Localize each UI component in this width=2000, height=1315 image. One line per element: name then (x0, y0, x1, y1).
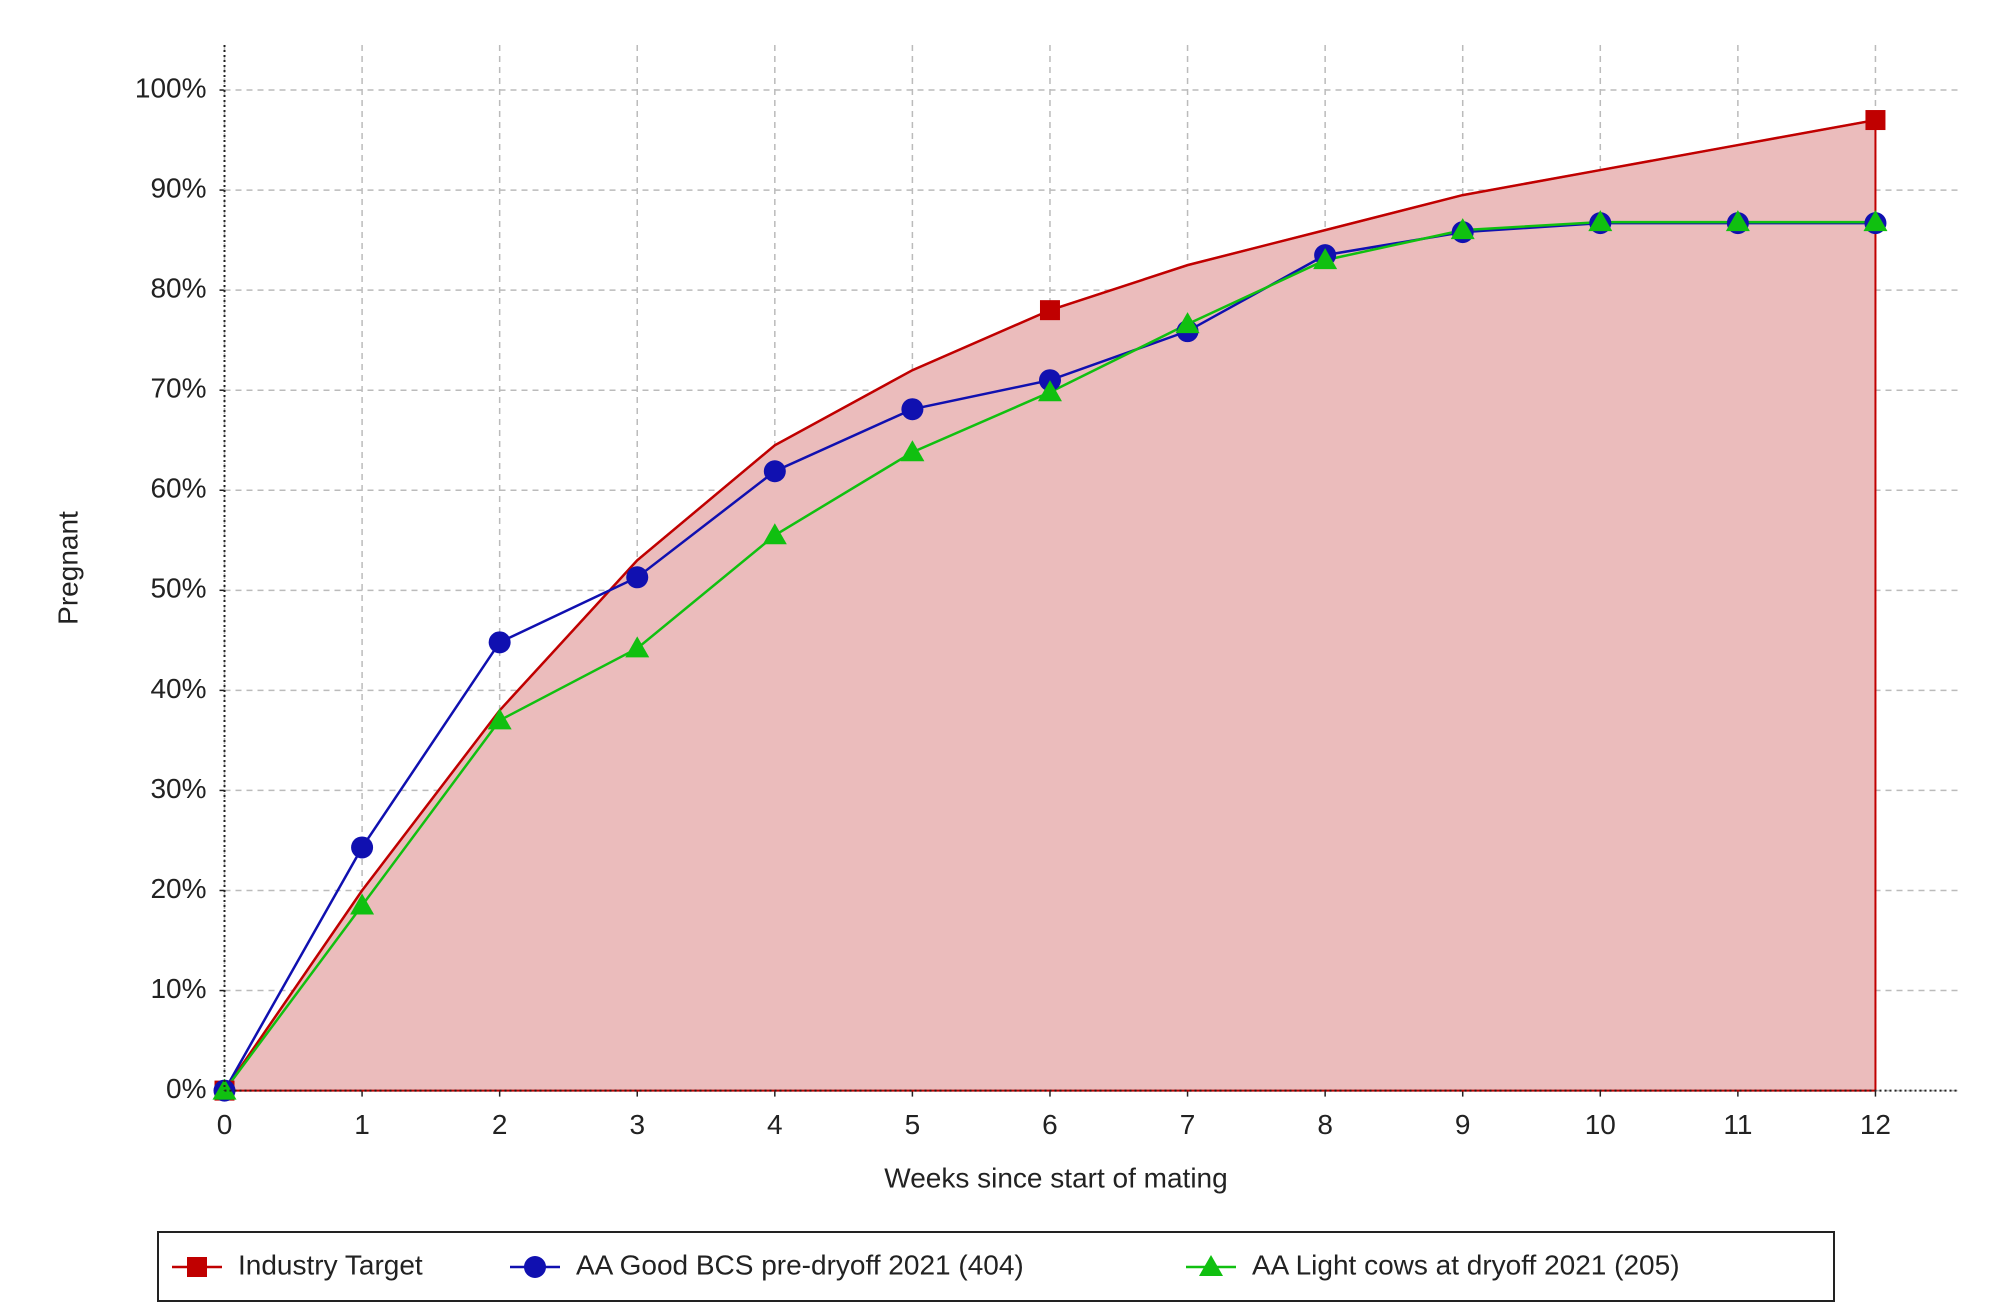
legend-marker (187, 1257, 207, 1277)
marker (1725, 210, 1750, 232)
x-tick-label: 2 (492, 1109, 508, 1140)
x-tick-label: 7 (1180, 1109, 1196, 1140)
x-tick-label: 8 (1317, 1109, 1333, 1140)
marker (1175, 312, 1200, 334)
marker (763, 460, 786, 483)
y-tick-label: 70% (150, 373, 206, 404)
x-axis-label: Weeks since start of mating (884, 1162, 1227, 1193)
legend-label: Industry Target (238, 1249, 423, 1280)
marker (1313, 248, 1338, 270)
marker (1865, 110, 1886, 131)
marker (350, 893, 375, 915)
marker (900, 440, 925, 462)
legend-marker (524, 1256, 546, 1278)
y-tick-label: 100% (135, 72, 207, 103)
y-tick-label: 30% (150, 773, 206, 804)
y-tick-label: 20% (150, 873, 206, 904)
x-tick-label: 10 (1585, 1109, 1616, 1140)
legend-box (157, 1231, 1835, 1302)
marker (1039, 300, 1060, 321)
x-tick-label: 3 (629, 1109, 645, 1140)
marker (212, 1078, 237, 1100)
x-tick-label: 11 (1723, 1109, 1752, 1140)
marker (1450, 218, 1475, 240)
legend-marker (1199, 1255, 1223, 1276)
y-tick-label: 40% (150, 673, 206, 704)
marker (762, 523, 787, 545)
x-tick-label: 4 (767, 1109, 783, 1140)
legend-label: AA Light cows at dryoff 2021 (205) (1252, 1249, 1680, 1280)
marker (487, 708, 512, 730)
x-tick-label: 0 (217, 1109, 233, 1140)
x-tick-label: 9 (1455, 1109, 1471, 1140)
legend-label: AA Good BCS pre-dryoff 2021 (404) (576, 1249, 1024, 1280)
marker (488, 631, 511, 654)
legend: Industry Target AA Good BCS pre-dryoff 20… (157, 1231, 1835, 1302)
x-tick-label: 1 (354, 1109, 370, 1140)
marker (1863, 210, 1888, 232)
y-axis-label: Pregnant (52, 511, 83, 625)
marker (1038, 369, 1061, 392)
y-tick-label: 0% (166, 1073, 206, 1104)
marker (901, 398, 924, 421)
marker (1588, 210, 1613, 232)
marker (1037, 380, 1062, 402)
y-tick-label: 10% (150, 973, 206, 1004)
y-tick-label: 60% (150, 473, 206, 504)
marker (626, 566, 649, 589)
y-tick-label: 80% (150, 273, 206, 304)
y-tick-label: 90% (150, 172, 206, 203)
x-tick-label: 6 (1042, 1109, 1058, 1140)
marker (351, 836, 374, 859)
x-tick-label: 12 (1860, 1109, 1891, 1140)
y-tick-label: 50% (150, 573, 206, 604)
x-tick-label: 5 (905, 1109, 921, 1140)
marker (625, 636, 650, 658)
